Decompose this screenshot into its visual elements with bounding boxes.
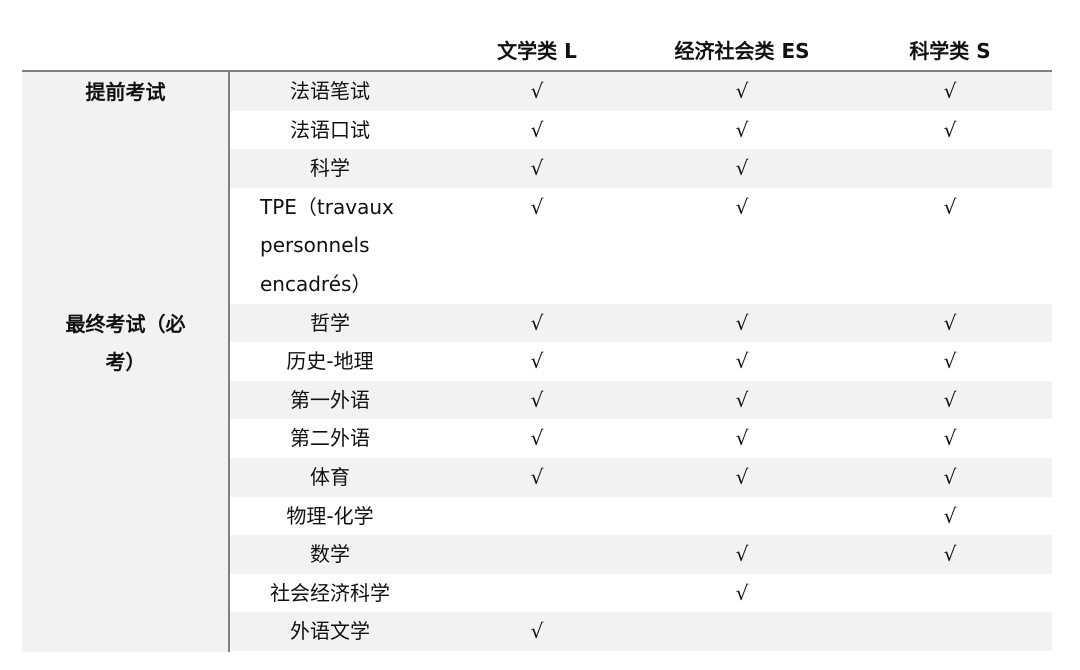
- table-row: 社会经济科学 √: [230, 574, 1052, 613]
- table-row: 法语口试 √ √ √: [230, 111, 1052, 150]
- subject-cell: 法语笔试: [290, 79, 370, 103]
- subject-cell: 第二外语: [290, 426, 370, 451]
- check-l: √: [530, 194, 544, 219]
- check-l: √: [530, 387, 544, 412]
- check-es: √: [735, 542, 749, 567]
- check-s: √: [943, 117, 957, 142]
- header-col-es: 经济社会类 ES: [674, 39, 810, 63]
- table-row: 历史-地理 √ √ √: [230, 342, 1052, 381]
- check-l: √: [530, 310, 544, 335]
- check-l: √: [530, 426, 544, 451]
- header-col-s: 科学类 S: [909, 39, 991, 63]
- check-s: √: [943, 79, 957, 103]
- header-col-l: 文学类 L: [497, 39, 577, 63]
- check-es: √: [735, 117, 749, 142]
- group-column: [22, 72, 229, 652]
- subject-cell: 历史-地理: [286, 349, 374, 374]
- table-row: 法语笔试 √ √ √: [230, 72, 1052, 111]
- subject-cell: 物理-化学: [286, 503, 374, 528]
- check-es: √: [735, 580, 749, 605]
- column-divider: [228, 72, 230, 652]
- check-l: √: [530, 156, 544, 181]
- check-l: √: [530, 79, 544, 103]
- check-s: √: [943, 426, 957, 451]
- table-row: 科学 √ √: [230, 149, 1052, 188]
- table-row: TPE（travaux personnels encadrés） √ √ √: [230, 188, 1052, 304]
- table-row: 数学 √ √: [230, 535, 1052, 574]
- check-s: √: [943, 465, 957, 489]
- subject-cell: 法语口试: [290, 117, 370, 142]
- subject-cell: 第一外语: [290, 387, 370, 412]
- check-l: √: [530, 117, 544, 142]
- subject-cell: 数学: [310, 542, 350, 567]
- check-es: √: [735, 156, 749, 181]
- table-row: 哲学 √ √ √: [230, 303, 1052, 343]
- check-l: √: [530, 465, 544, 489]
- check-s: √: [943, 194, 957, 219]
- subject-cell: TPE（travaux personnels encadrés）: [260, 194, 394, 296]
- check-es: √: [735, 465, 749, 489]
- check-es: √: [735, 387, 749, 412]
- subject-cell: 科学: [310, 156, 350, 181]
- header-divider: [22, 70, 1052, 72]
- check-s: √: [943, 542, 957, 567]
- table-row: 体育 √ √ √: [230, 458, 1052, 497]
- table-row: 物理-化学 √: [230, 497, 1052, 536]
- check-es: √: [735, 310, 749, 335]
- check-es: √: [735, 426, 749, 451]
- group-early-exams: 提前考试: [85, 80, 166, 104]
- check-s: √: [943, 349, 957, 374]
- check-es: √: [735, 79, 749, 103]
- check-s: √: [943, 503, 957, 528]
- table-row: 第一外语 √ √ √: [230, 380, 1052, 420]
- table-row: 外语文学 √: [230, 612, 1052, 651]
- subject-cell: 哲学: [310, 310, 350, 335]
- table-row: 第二外语 √ √ √: [230, 419, 1052, 458]
- check-l: √: [530, 619, 544, 644]
- check-s: √: [943, 310, 957, 335]
- check-s: √: [943, 387, 957, 412]
- group-final-exams: 最终考试（必考）: [65, 312, 186, 374]
- check-es: √: [735, 349, 749, 374]
- subject-cell: 外语文学: [290, 619, 370, 644]
- subject-cell: 社会经济科学: [270, 580, 390, 605]
- subject-cell: 体育: [310, 465, 350, 489]
- check-l: √: [530, 349, 544, 374]
- check-es: √: [735, 194, 749, 219]
